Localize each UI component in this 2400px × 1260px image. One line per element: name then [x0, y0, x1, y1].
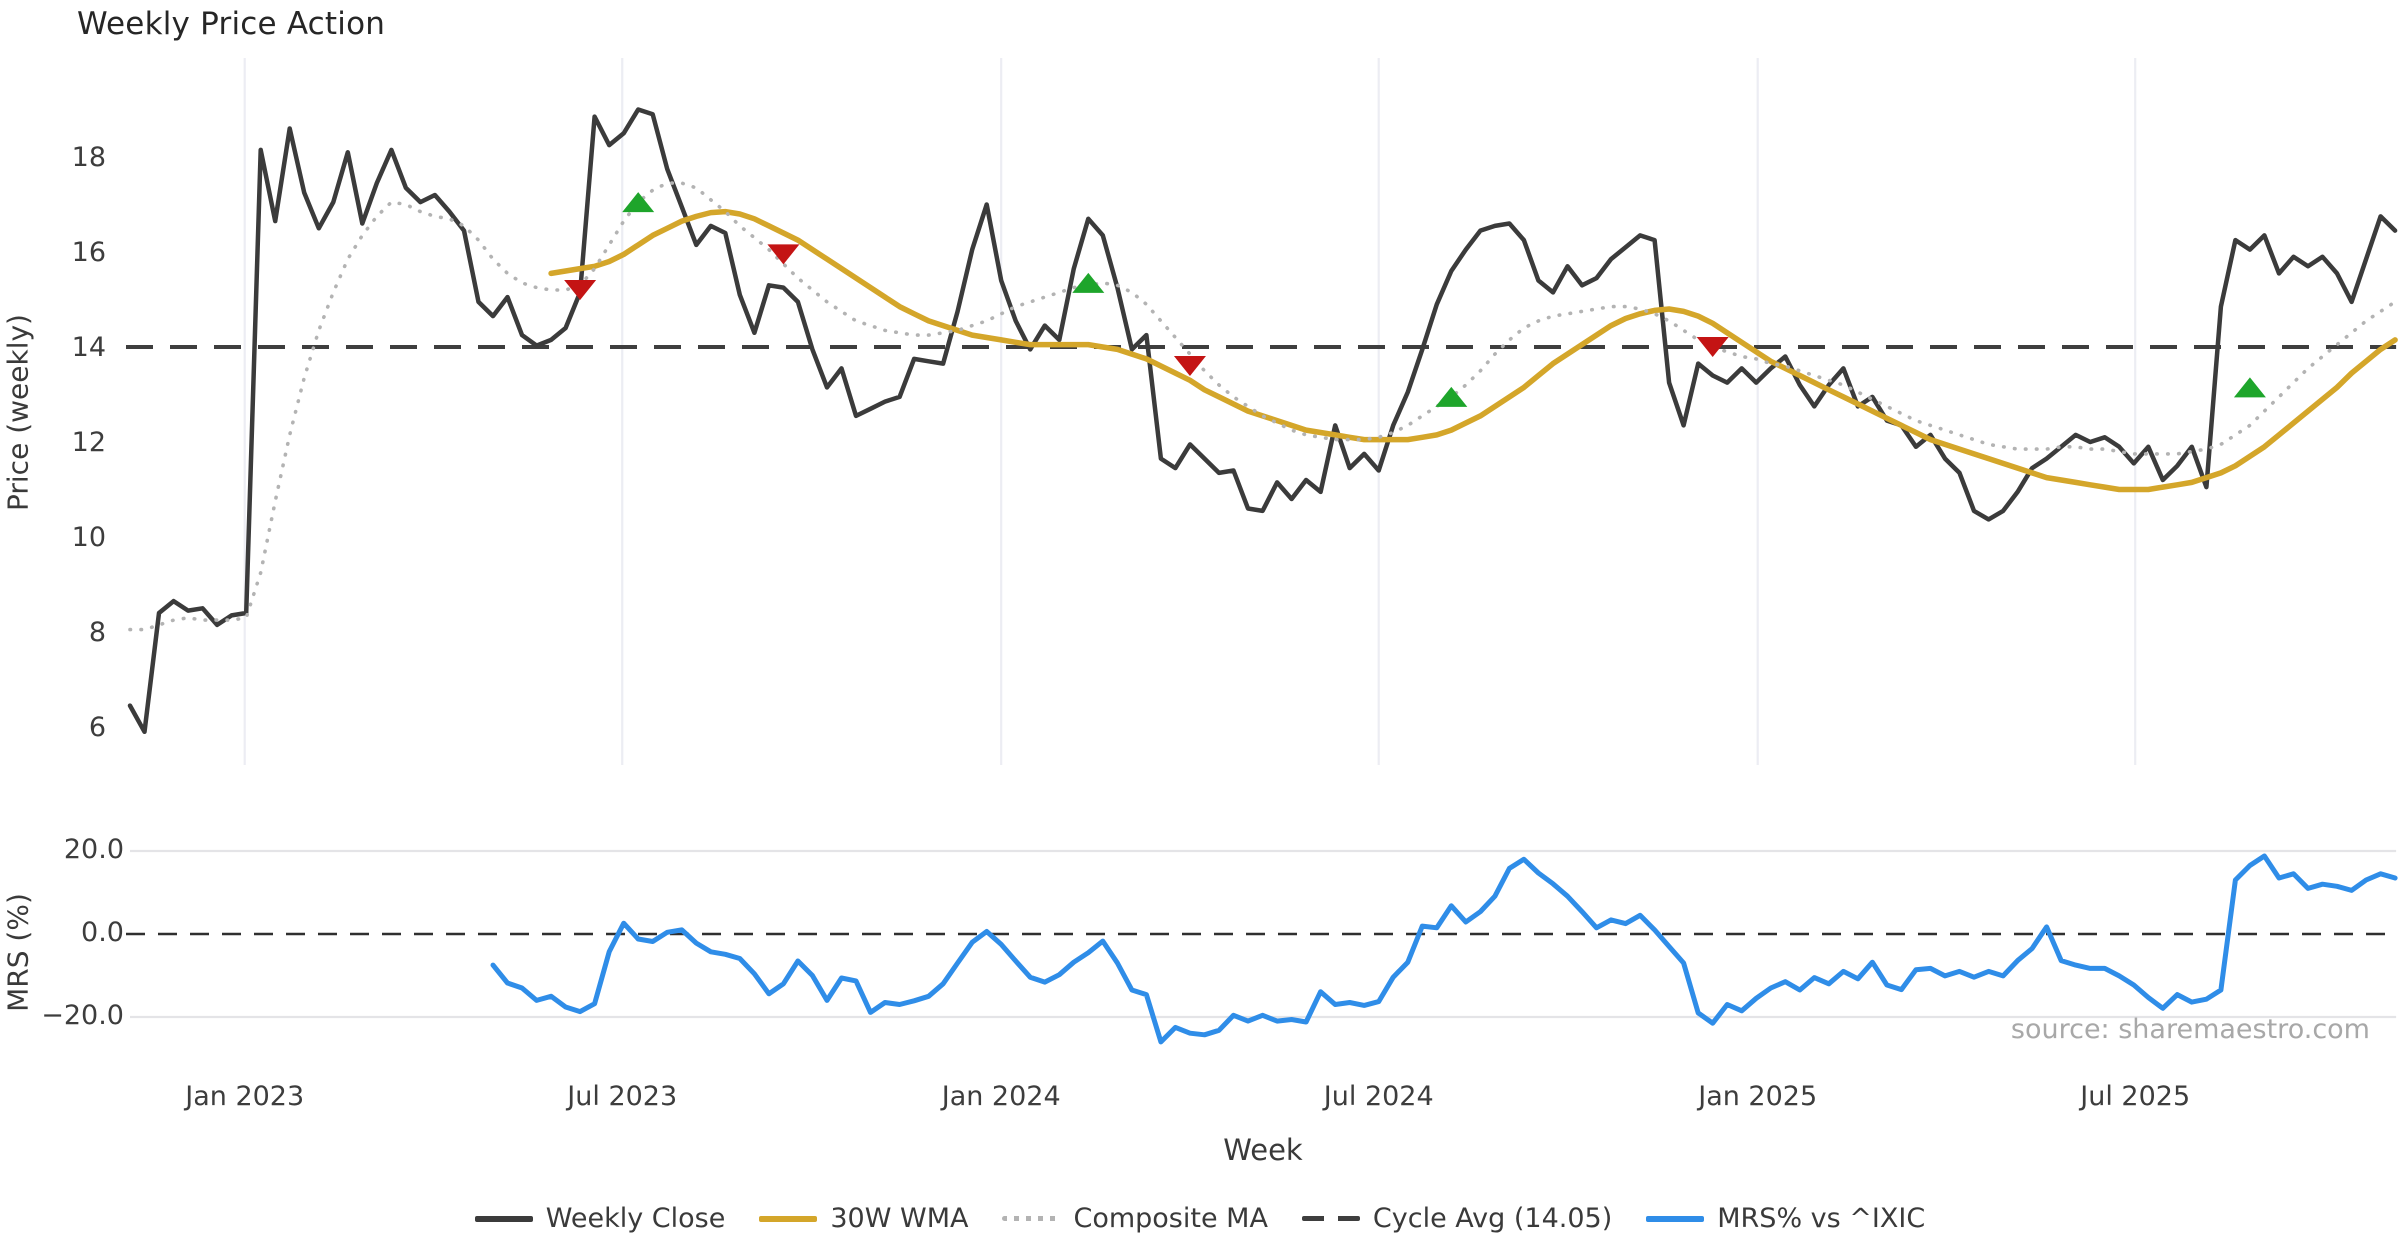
weekly-close-line [127, 107, 2398, 735]
legend-cycle-avg: Cycle Avg (14.05) [1301, 1203, 1613, 1234]
price-tick-label: 12 [71, 427, 106, 459]
legend-cycle-avg-swatch [1301, 1216, 1360, 1221]
chart-legend: Weekly Close 30W WMA Composite MA Cycle Avg… [0, 1203, 2400, 1234]
x-tick-label: Jan 2023 [185, 1081, 305, 1112]
buy-signal-marker [622, 192, 655, 213]
mrs-line [490, 853, 2398, 1045]
legend-mrs: MRS% vs ^IXIC [1646, 1203, 1925, 1234]
x-tick-label: Jan 2025 [1698, 1081, 1818, 1112]
legend-weekly-close-label: Weekly Close [545, 1203, 726, 1234]
price-tick-label: 14 [71, 332, 106, 364]
price-axis-label: Price (weekly) [1, 314, 35, 511]
mrs-tick-label: −20.0 [41, 1000, 124, 1031]
legend-mrs-swatch [1646, 1215, 1705, 1222]
price-tick-label: 18 [71, 142, 106, 174]
legend-30w-wma-label: 30W WMA [830, 1203, 969, 1234]
mrs-tick-label: 0.0 [81, 917, 124, 948]
legend-cycle-avg-label: Cycle Avg (14.05) [1372, 1203, 1613, 1234]
x-tick-label: Jul 2024 [1323, 1081, 1434, 1112]
x-tick-label: Jul 2025 [2080, 1081, 2191, 1112]
sell-signal-marker [767, 244, 800, 265]
price-tick-label: 16 [71, 237, 106, 269]
legend-composite-ma-swatch [1002, 1216, 1061, 1221]
sell-signal-marker [1696, 337, 1729, 357]
sell-signal-marker [1173, 356, 1206, 376]
buy-signal-marker [1072, 272, 1105, 293]
legend-composite-ma: Composite MA [1002, 1203, 1268, 1234]
price-tick-label: 10 [71, 522, 106, 554]
source-credit: source: sharemaestro.com [2010, 1014, 2370, 1045]
x-tick-label: Jul 2023 [567, 1081, 678, 1112]
price-tick-label: 8 [88, 617, 106, 649]
sell-signal-marker [564, 280, 597, 300]
legend-weekly-close: Weekly Close [474, 1203, 726, 1234]
x-tick-label: Jan 2024 [941, 1081, 1061, 1112]
legend-mrs-label: MRS% vs ^IXIC [1717, 1203, 1926, 1234]
legend-30w-wma: 30W WMA [759, 1203, 968, 1234]
mrs-tick-label: 20.0 [63, 834, 124, 865]
legend-30w-wma-swatch [759, 1215, 818, 1222]
buy-signal-marker [1435, 386, 1468, 407]
wma-30w-line [548, 208, 2398, 493]
buy-signal-marker [2233, 377, 2266, 398]
legend-weekly-close-swatch [474, 1215, 533, 1222]
chart-title: Weekly Price Action [77, 6, 386, 42]
composite-ma-line [128, 181, 2397, 632]
price-tick-label: 6 [88, 712, 106, 744]
legend-composite-ma-label: Composite MA [1073, 1203, 1268, 1234]
x-axis-label: Week [1223, 1133, 1303, 1167]
